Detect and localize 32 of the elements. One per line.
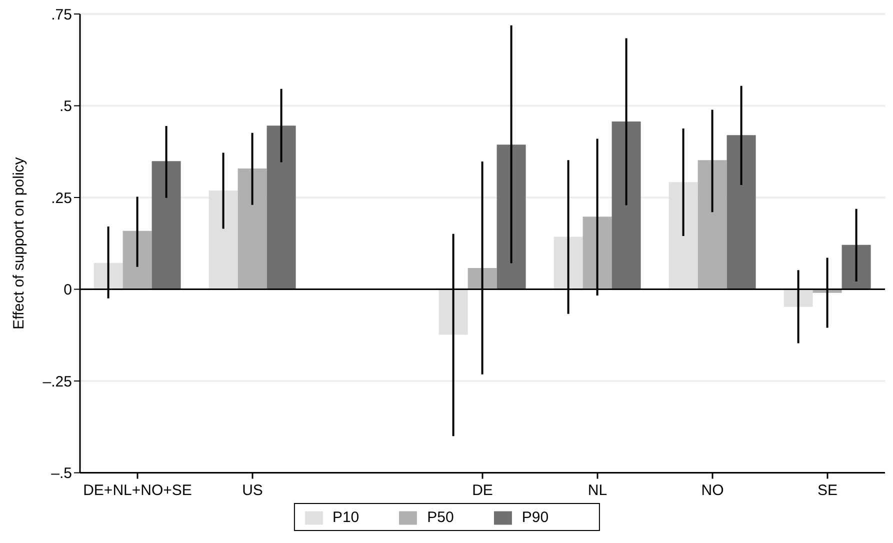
bar [238,168,267,290]
x-tick-label: US [242,482,263,499]
bar [438,289,468,335]
bar [612,122,641,290]
x-tick-label: NO [701,482,724,499]
y-axis-title: Effect of support on policy [10,156,28,330]
bar [668,182,698,290]
x-tick-label: SE [817,482,838,499]
bar [94,262,123,290]
x-tick-label: NL [588,482,608,499]
bar [698,160,727,290]
legend-label: P90 [522,509,549,526]
y-tick-label: .25 [51,190,72,207]
bar [554,236,583,290]
x-tick-label: DE [472,482,493,499]
bar [496,144,526,290]
y-tick-label: –.5 [51,465,72,482]
y-tick-label: 0 [64,282,72,299]
x-tick-label: DE+NL+NO+SE [83,482,192,499]
legend-label: P10 [332,509,360,526]
y-tick-label: .75 [51,6,72,24]
y-tick-label: –.25 [42,373,72,390]
bar [842,244,871,290]
bar [266,126,296,290]
bar [582,216,612,290]
bar [468,268,497,290]
bar [726,135,756,290]
bar [152,161,181,290]
legend-label: P50 [427,509,454,526]
bar [122,230,152,290]
bar [208,190,238,290]
y-tick-label: .5 [59,98,72,116]
